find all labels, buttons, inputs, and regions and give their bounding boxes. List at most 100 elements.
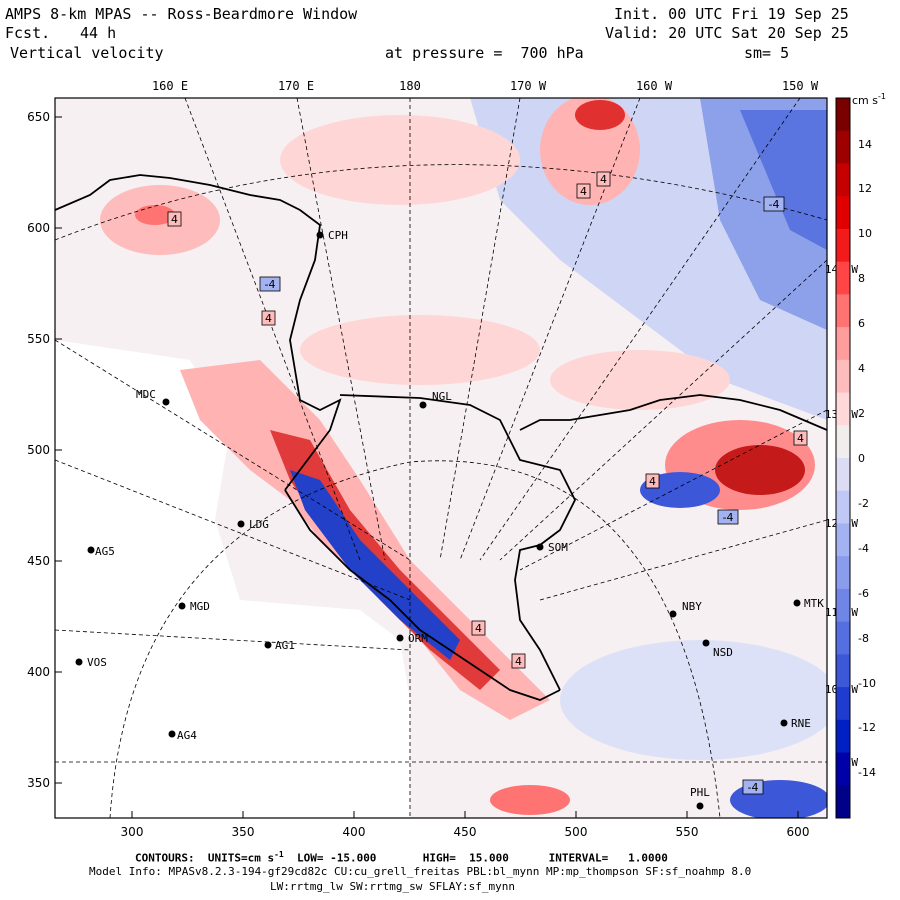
colorbar-swatch: [836, 785, 850, 819]
y-tick-label: 500: [27, 443, 50, 457]
colorbar-label: 4: [858, 362, 865, 375]
colorbar-swatch: [836, 359, 850, 394]
colorbar-swatch: [836, 98, 850, 132]
colorbar-label: 14: [858, 138, 872, 151]
coast-victoria-land: [55, 174, 342, 491]
colorbar-swatch: [836, 752, 850, 786]
y-axis-labels: 650 600 550 500 450 400 350: [27, 110, 50, 790]
station-label: CPH: [328, 229, 348, 242]
forecast-hour: 44 h: [80, 24, 117, 42]
cool-wave-east: [640, 472, 720, 508]
contour-labels: 4 4 -4 4 4 -4 -4 4 4 4 -4 4: [167, 171, 808, 795]
contour-label: -4: [748, 781, 759, 794]
contour-label: 4: [265, 312, 272, 325]
station-marker: [178, 602, 186, 610]
mountain-wave-blue: [290, 470, 460, 660]
weak-warm-central: [300, 315, 540, 385]
station-marker: [264, 641, 272, 649]
map-title: AMPS 8-km MPAS -- Ross-Beardmore Window: [5, 5, 358, 23]
contour-label: 4: [649, 475, 656, 488]
x-tick-label: 450: [454, 825, 477, 839]
meridian-140e: [55, 459, 411, 601]
forecast-label: Fcst.: [5, 24, 51, 42]
station-label: AG4: [177, 729, 197, 742]
coast-marie-byrd-land: [519, 394, 827, 431]
colorbar-label: 0: [858, 452, 865, 465]
colorbar-frame: [835, 97, 851, 819]
longitude-label: 170 W: [510, 79, 547, 93]
colorbar-swatch: [836, 261, 850, 295]
station-label: RNE: [791, 717, 811, 730]
station-marker: [419, 401, 427, 409]
station-label: NSD: [713, 646, 733, 659]
station-marker: [669, 610, 677, 618]
contours-info: CONTOURS: UNITS=cm s-1 LOW= -15.000 HIGH…: [135, 850, 668, 865]
longitude-label: 180: [399, 79, 421, 93]
y-tick-label: 550: [27, 332, 50, 346]
colorbar-swatch: [836, 556, 850, 590]
colorbar-label: 12: [858, 182, 872, 195]
meridian-120w: [539, 519, 827, 601]
colorbar-swatch: [836, 196, 850, 230]
station-label: VOS: [87, 656, 107, 669]
colorbar-label: 6: [858, 317, 865, 330]
contour-label: 4: [797, 432, 804, 445]
station-label: AG5: [95, 545, 115, 558]
station-label: NBY: [682, 600, 702, 613]
field-name: Vertical velocity: [10, 44, 164, 62]
longitude-label: W: [851, 756, 858, 769]
colorbar-swatch: [836, 490, 850, 524]
colorbar-swatch: [836, 654, 850, 688]
contour-label: 4: [475, 622, 482, 635]
strongest-cool-region: [740, 110, 827, 250]
contour-label: -4: [723, 511, 734, 524]
stations: MDC AG5 MGD VOS AG1 AG4 NGL CPH LDG SOM …: [75, 229, 824, 810]
colorbar-swatch: [836, 163, 850, 197]
colorbar-labels: 14 12 10 8 6 4 2 0 -2 -4 -6 -8 -10 -12 -…: [858, 138, 876, 779]
meridian-130w: [519, 409, 827, 571]
contour-label: -4: [769, 198, 780, 211]
x-tick-label: 500: [565, 825, 588, 839]
station-label: PHL: [690, 786, 710, 799]
warm-core-west: [135, 205, 175, 225]
station-label: NGL: [432, 390, 452, 403]
colorbar-label: -14: [858, 766, 876, 779]
station-marker: [237, 520, 245, 528]
x-tick-label: 400: [343, 825, 366, 839]
x-tick-label: 550: [676, 825, 699, 839]
station-marker: [162, 398, 170, 406]
contour-label: -4: [265, 278, 276, 291]
colorbar-swatch: [836, 327, 850, 361]
ice-sheet-region: [55, 340, 410, 818]
colorbar-label: -12: [858, 721, 876, 734]
cool-region-southeast: [560, 640, 827, 760]
y-tick-label: 600: [27, 221, 50, 235]
station-marker: [702, 639, 710, 647]
model-info: Model Info: MPASv8.2.3-194-gf29cd82c CU:…: [89, 865, 752, 878]
x-tick-label: 600: [787, 825, 810, 839]
parallel-80s: [109, 460, 721, 818]
init-time: Init. 00 UTC Fri 19 Sep 25: [614, 5, 849, 23]
station-marker: [87, 546, 95, 554]
station-label: LDG: [249, 518, 269, 531]
colorbar-label: 10: [858, 227, 872, 240]
colorbar-swatch: [836, 687, 850, 721]
meridian-170e: [296, 98, 386, 561]
contour-label: 4: [171, 213, 178, 226]
colorbar-label: -2: [858, 497, 869, 510]
top-longitude-labels: 160 E 170 E 180 170 W 160 W 150 W: [152, 79, 819, 93]
colorbar-label: 8: [858, 272, 865, 285]
model-info-physics: LW:rrtmg_lw SW:rrtmg_sw SFLAY:sf_mynn: [270, 880, 516, 893]
x-tick-label: 350: [232, 825, 255, 839]
meridian-160e: [184, 98, 361, 561]
station-marker: [536, 543, 544, 551]
pressure-level: at pressure = 700 hPa: [385, 44, 584, 62]
warm-core-north: [575, 100, 625, 130]
colorbar-label: -8: [858, 632, 869, 645]
station-label: ORM: [408, 632, 428, 645]
plot-frame: [54, 97, 828, 819]
colorbar-swatch: [836, 621, 850, 655]
station-label: MTK: [804, 597, 824, 610]
station-marker: [696, 802, 704, 810]
